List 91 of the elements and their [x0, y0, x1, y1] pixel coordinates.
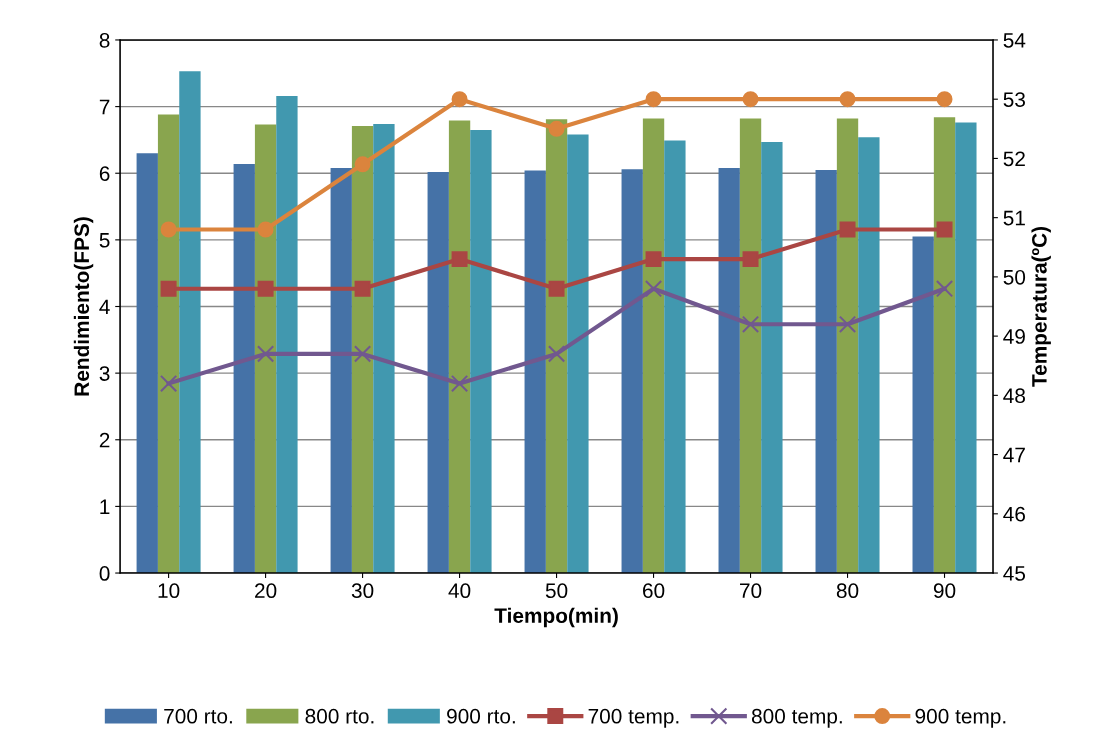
bar [912, 236, 934, 574]
bar [933, 117, 956, 574]
bar [836, 118, 859, 574]
bar [427, 171, 449, 574]
y2-tick-label: 46 [1003, 506, 1025, 522]
point [160, 280, 177, 297]
point [354, 156, 371, 173]
bar [642, 118, 665, 574]
legend-label: 900 rto. [447, 708, 515, 724]
y2-tick-label: 52 [1003, 151, 1025, 167]
point [257, 221, 274, 238]
y-axis-title: Rendimiento(FPS) [73, 217, 94, 396]
point [742, 251, 759, 268]
legend-label: 800 temp. [751, 708, 842, 728]
bar [351, 125, 374, 574]
bar [276, 95, 298, 574]
x-tick-label: 20 [255, 583, 277, 599]
bar [448, 120, 471, 574]
y-tick-label: 5 [99, 233, 110, 248]
y-tick-label: 2 [99, 432, 110, 448]
bar [545, 119, 568, 574]
point [257, 280, 274, 297]
point [839, 91, 856, 108]
point [838, 315, 857, 333]
point [644, 280, 663, 298]
bar [157, 114, 180, 574]
point [548, 280, 565, 297]
bar [179, 71, 201, 574]
point [450, 374, 469, 393]
bar [815, 169, 837, 574]
y2-tick-label: 49 [1003, 329, 1025, 344]
bar [761, 141, 783, 574]
legend-label: 800 rto. [305, 708, 374, 724]
point [936, 221, 953, 238]
y2-tick-label: 53 [1003, 92, 1025, 107]
y-tick-label: 4 [99, 299, 110, 315]
x-tick-label: 70 [740, 583, 762, 599]
bar [254, 124, 277, 574]
y2-tick-label: 54 [1003, 33, 1026, 48]
bar [621, 169, 643, 574]
point [451, 91, 468, 108]
point [742, 91, 759, 108]
point [645, 251, 662, 268]
point [159, 374, 178, 393]
x-tick-label: 80 [836, 583, 859, 599]
y-tick-label: 1 [100, 499, 110, 514]
bar [567, 134, 589, 574]
y-tick-label: 6 [99, 166, 110, 181]
bar [470, 129, 492, 574]
y-tick-label: 8 [99, 32, 110, 48]
point [451, 251, 468, 268]
y2-tick-label: 51 [1003, 210, 1025, 226]
legend-label: 700 temp. [588, 708, 679, 728]
point [353, 345, 372, 363]
point [741, 315, 760, 333]
x-tick-label: 10 [158, 583, 180, 599]
point [547, 345, 566, 363]
bar [858, 137, 880, 574]
point [645, 91, 662, 108]
x-axis-title: Tiempo(min) [494, 607, 618, 628]
y2-axis-title: Temperatura(ºC) [1031, 226, 1051, 387]
point [160, 221, 177, 238]
bar [233, 163, 255, 574]
x-tick-label: 60 [643, 583, 665, 599]
bar [955, 122, 977, 574]
y-tick-label: 0 [99, 566, 110, 581]
bar [330, 167, 352, 574]
bar [664, 140, 686, 574]
point [548, 120, 565, 137]
point [935, 280, 954, 298]
point [256, 345, 275, 363]
y2-tick-label: 50 [1003, 269, 1026, 285]
bar [373, 123, 395, 574]
x-tick-label: 50 [545, 583, 568, 599]
bar [136, 153, 158, 574]
point [936, 91, 953, 108]
y2-tick-label: 47 [1003, 447, 1025, 463]
legend-label: 900 temp. [915, 708, 1006, 728]
point [839, 221, 856, 238]
x-tick-label: 30 [351, 583, 374, 599]
bar [524, 170, 546, 574]
y2-tick-label: 45 [1003, 566, 1026, 581]
legend-label: 700 rto. [164, 708, 232, 724]
x-tick-label: 90 [933, 583, 956, 599]
point [354, 280, 371, 297]
bar [739, 118, 762, 574]
y-tick-label: 3 [99, 366, 110, 381]
x-tick-label: 40 [448, 583, 471, 599]
bar [718, 167, 740, 574]
y-tick-label: 7 [99, 99, 110, 115]
y2-tick-label: 48 [1003, 388, 1026, 404]
